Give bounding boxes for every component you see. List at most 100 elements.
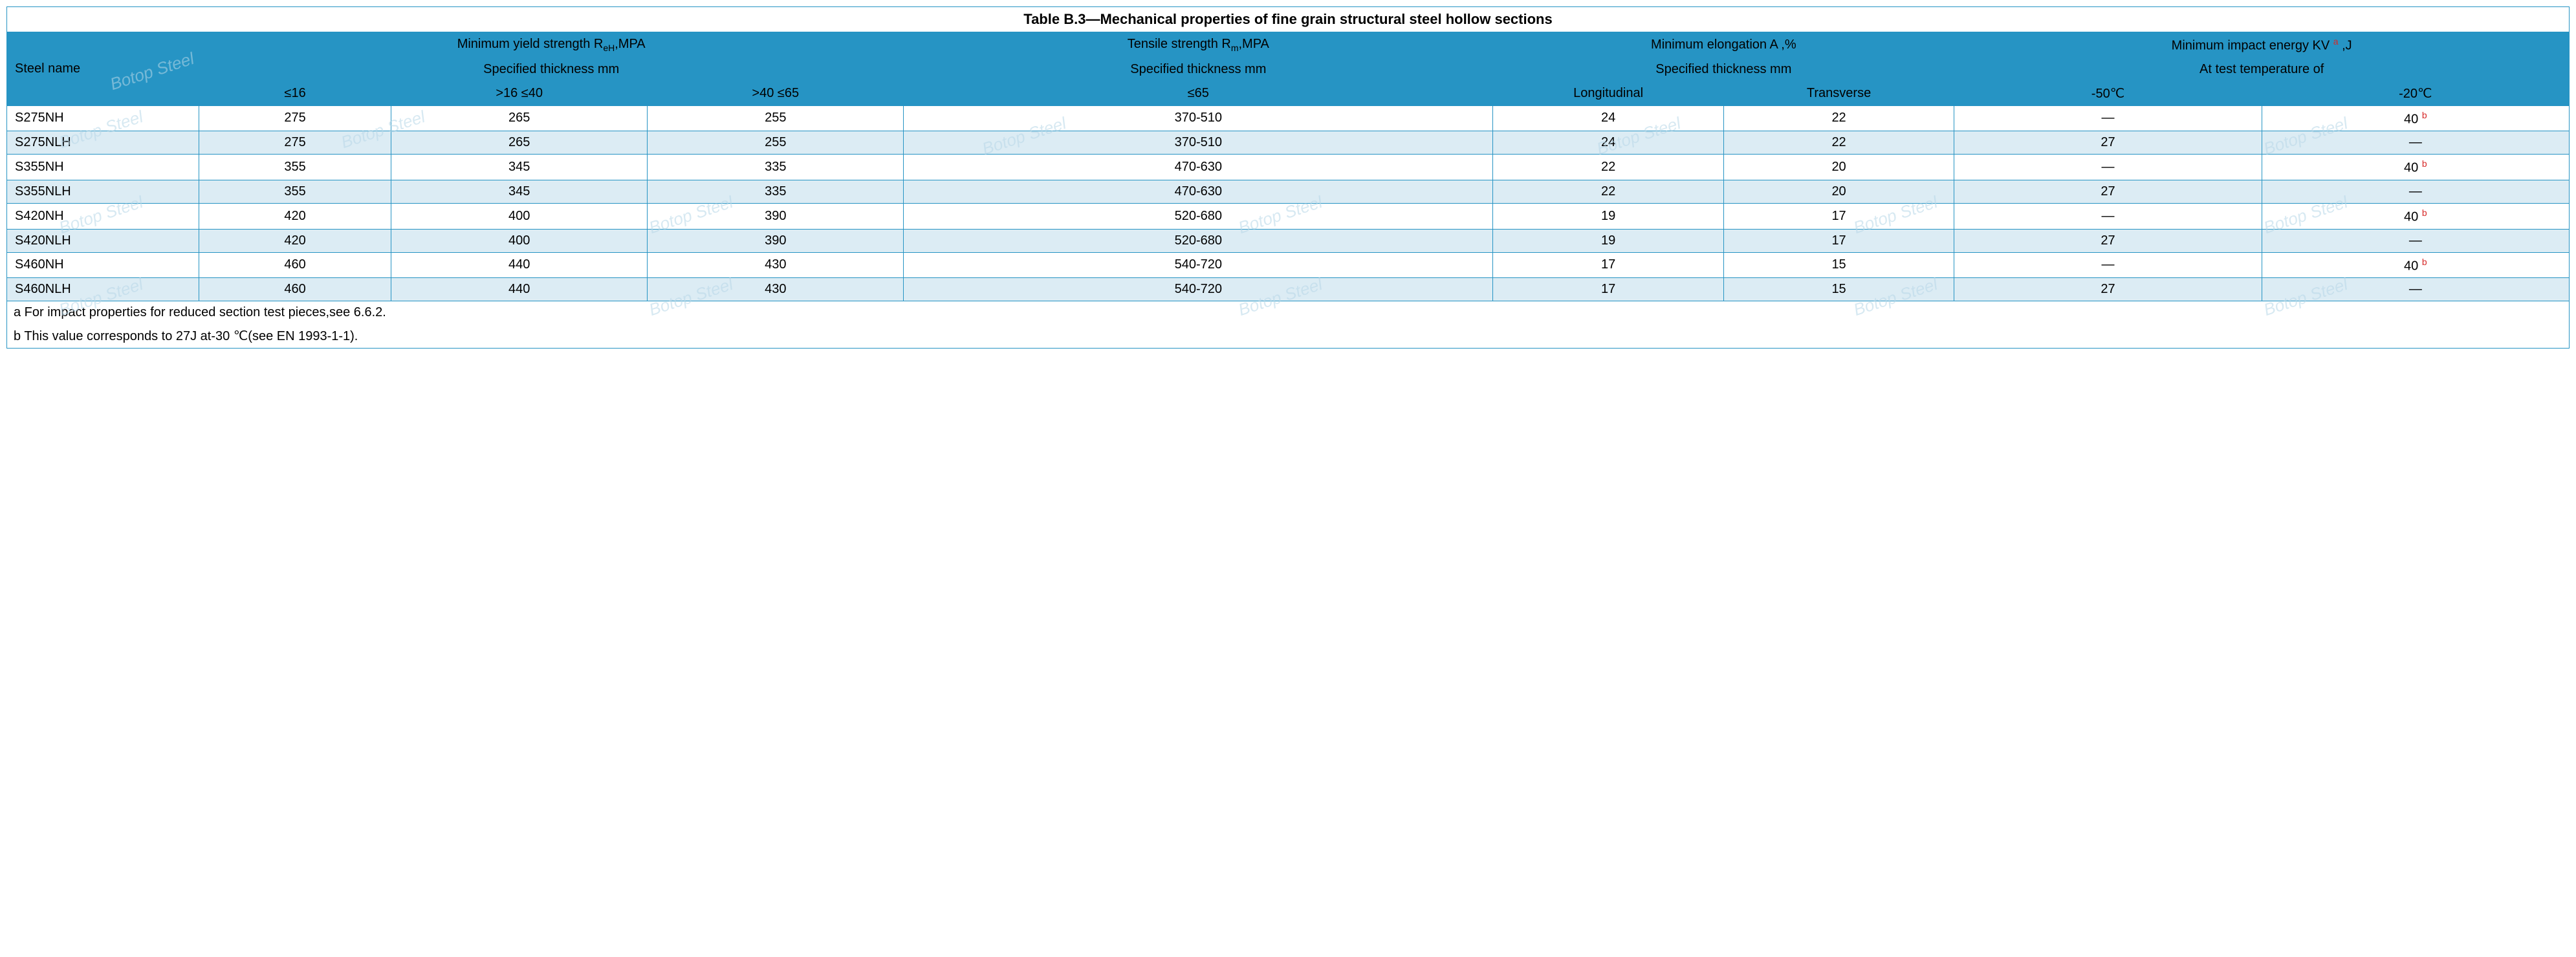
cell-kv20: — <box>2262 229 2569 252</box>
cell-trans: 22 <box>1723 105 1954 131</box>
table-title: Table B.3—Mechanical properties of fine … <box>7 7 2570 32</box>
table-body: S275NH275265255370-5102422—40 bS275NLH27… <box>7 105 2570 301</box>
cell-kv20: 40 b <box>2262 203 2569 229</box>
table-row: S460NLH460440430540-720171527— <box>7 278 2570 301</box>
col-impact-sub: At test temperature of <box>1954 58 2570 81</box>
cell-tensile: 470-630 <box>904 180 1493 203</box>
cell-kv50: — <box>1954 155 2262 180</box>
table-row: S355NLH355345335470-630222027— <box>7 180 2570 203</box>
table-row: S275NH275265255370-5102422—40 b <box>7 105 2570 131</box>
cell-y65: 255 <box>648 131 904 155</box>
cell-y16: 420 <box>199 229 391 252</box>
cell-tensile: 520-680 <box>904 229 1493 252</box>
table-row: S275NLH275265255370-510242227— <box>7 131 2570 155</box>
cell-steel-name: S355NH <box>7 155 199 180</box>
cell-trans: 15 <box>1723 252 1954 278</box>
cell-y40: 345 <box>391 155 648 180</box>
cell-y40: 265 <box>391 131 648 155</box>
cell-kv50: — <box>1954 252 2262 278</box>
cell-long: 22 <box>1493 155 1723 180</box>
col-yield: Minimum yield strength ReH,MPA <box>199 32 904 58</box>
cell-y40: 440 <box>391 278 648 301</box>
cell-trans: 15 <box>1723 278 1954 301</box>
header-row-3: ≤16 >16 ≤40 >40 ≤65 ≤65 Longitudinal Tra… <box>7 81 2570 105</box>
col-y40: >16 ≤40 <box>391 81 648 105</box>
col-elong-sub: Specified thickness mm <box>1493 58 1954 81</box>
cell-y65: 335 <box>648 155 904 180</box>
cell-y65: 335 <box>648 180 904 203</box>
cell-y16: 460 <box>199 278 391 301</box>
cell-y16: 355 <box>199 180 391 203</box>
cell-y40: 440 <box>391 252 648 278</box>
cell-kv20: 40 b <box>2262 155 2569 180</box>
cell-y16: 420 <box>199 203 391 229</box>
cell-steel-name: S275NLH <box>7 131 199 155</box>
col-t65: ≤65 <box>904 81 1493 105</box>
footnote-a: a For impact properties for reduced sect… <box>7 301 2570 325</box>
cell-steel-name: S275NH <box>7 105 199 131</box>
col-impact: Minimum impact energy KV a ,J <box>1954 32 2570 58</box>
cell-kv50: 27 <box>1954 229 2262 252</box>
col-tensile: Tensile strength Rm,MPA <box>904 32 1493 58</box>
cell-steel-name: S355NLH <box>7 180 199 203</box>
cell-y40: 400 <box>391 229 648 252</box>
cell-tensile: 370-510 <box>904 105 1493 131</box>
col-kv50: -50℃ <box>1954 81 2262 105</box>
col-elong: Minimum elongation A ,% <box>1493 32 1954 58</box>
table-wrap: Botop SteelBotop SteelBotop SteelBotop S… <box>6 6 2570 349</box>
cell-tensile: 540-720 <box>904 278 1493 301</box>
mech-props-table: Table B.3—Mechanical properties of fine … <box>6 6 2570 349</box>
cell-long: 17 <box>1493 252 1723 278</box>
cell-y40: 345 <box>391 180 648 203</box>
header-row-1: Steel name Minimum yield strength ReH,MP… <box>7 32 2570 58</box>
cell-y65: 430 <box>648 252 904 278</box>
cell-kv50: — <box>1954 105 2262 131</box>
cell-y65: 430 <box>648 278 904 301</box>
col-yield-sub: Specified thickness mm <box>199 58 904 81</box>
table-row: S420NLH420400390520-680191727— <box>7 229 2570 252</box>
cell-long: 19 <box>1493 229 1723 252</box>
footer-row-b: b This value corresponds to 27J at-30 ℃(… <box>7 324 2570 349</box>
cell-kv50: 27 <box>1954 131 2262 155</box>
col-steel-name: Steel name <box>7 32 199 106</box>
cell-long: 19 <box>1493 203 1723 229</box>
cell-long: 22 <box>1493 180 1723 203</box>
cell-steel-name: S420NLH <box>7 229 199 252</box>
cell-long: 24 <box>1493 105 1723 131</box>
cell-kv20: — <box>2262 131 2569 155</box>
table-row: S355NH355345335470-6302220—40 b <box>7 155 2570 180</box>
cell-trans: 17 <box>1723 229 1954 252</box>
cell-tensile: 370-510 <box>904 131 1493 155</box>
cell-kv20: 40 b <box>2262 105 2569 131</box>
cell-y65: 390 <box>648 229 904 252</box>
col-y65: >40 ≤65 <box>648 81 904 105</box>
cell-kv20: 40 b <box>2262 252 2569 278</box>
cell-y65: 255 <box>648 105 904 131</box>
cell-y16: 275 <box>199 105 391 131</box>
cell-trans: 22 <box>1723 131 1954 155</box>
cell-kv20: — <box>2262 278 2569 301</box>
col-tensile-sub: Specified thickness mm <box>904 58 1493 81</box>
table-row: S460NH460440430540-7201715—40 b <box>7 252 2570 278</box>
cell-steel-name: S460NH <box>7 252 199 278</box>
cell-y40: 265 <box>391 105 648 131</box>
cell-steel-name: S460NLH <box>7 278 199 301</box>
cell-y40: 400 <box>391 203 648 229</box>
cell-y65: 390 <box>648 203 904 229</box>
col-long: Longitudinal <box>1493 81 1723 105</box>
cell-trans: 20 <box>1723 155 1954 180</box>
cell-kv50: — <box>1954 203 2262 229</box>
cell-tensile: 540-720 <box>904 252 1493 278</box>
cell-tensile: 520-680 <box>904 203 1493 229</box>
col-y16: ≤16 <box>199 81 391 105</box>
cell-steel-name: S420NH <box>7 203 199 229</box>
cell-trans: 17 <box>1723 203 1954 229</box>
col-kv20: -20℃ <box>2262 81 2569 105</box>
cell-trans: 20 <box>1723 180 1954 203</box>
footnote-b: b This value corresponds to 27J at-30 ℃(… <box>7 324 2570 349</box>
cell-long: 24 <box>1493 131 1723 155</box>
table-row: S420NH420400390520-6801917—40 b <box>7 203 2570 229</box>
cell-kv50: 27 <box>1954 278 2262 301</box>
header-row-2: Specified thickness mm Specified thickne… <box>7 58 2570 81</box>
col-trans: Transverse <box>1723 81 1954 105</box>
